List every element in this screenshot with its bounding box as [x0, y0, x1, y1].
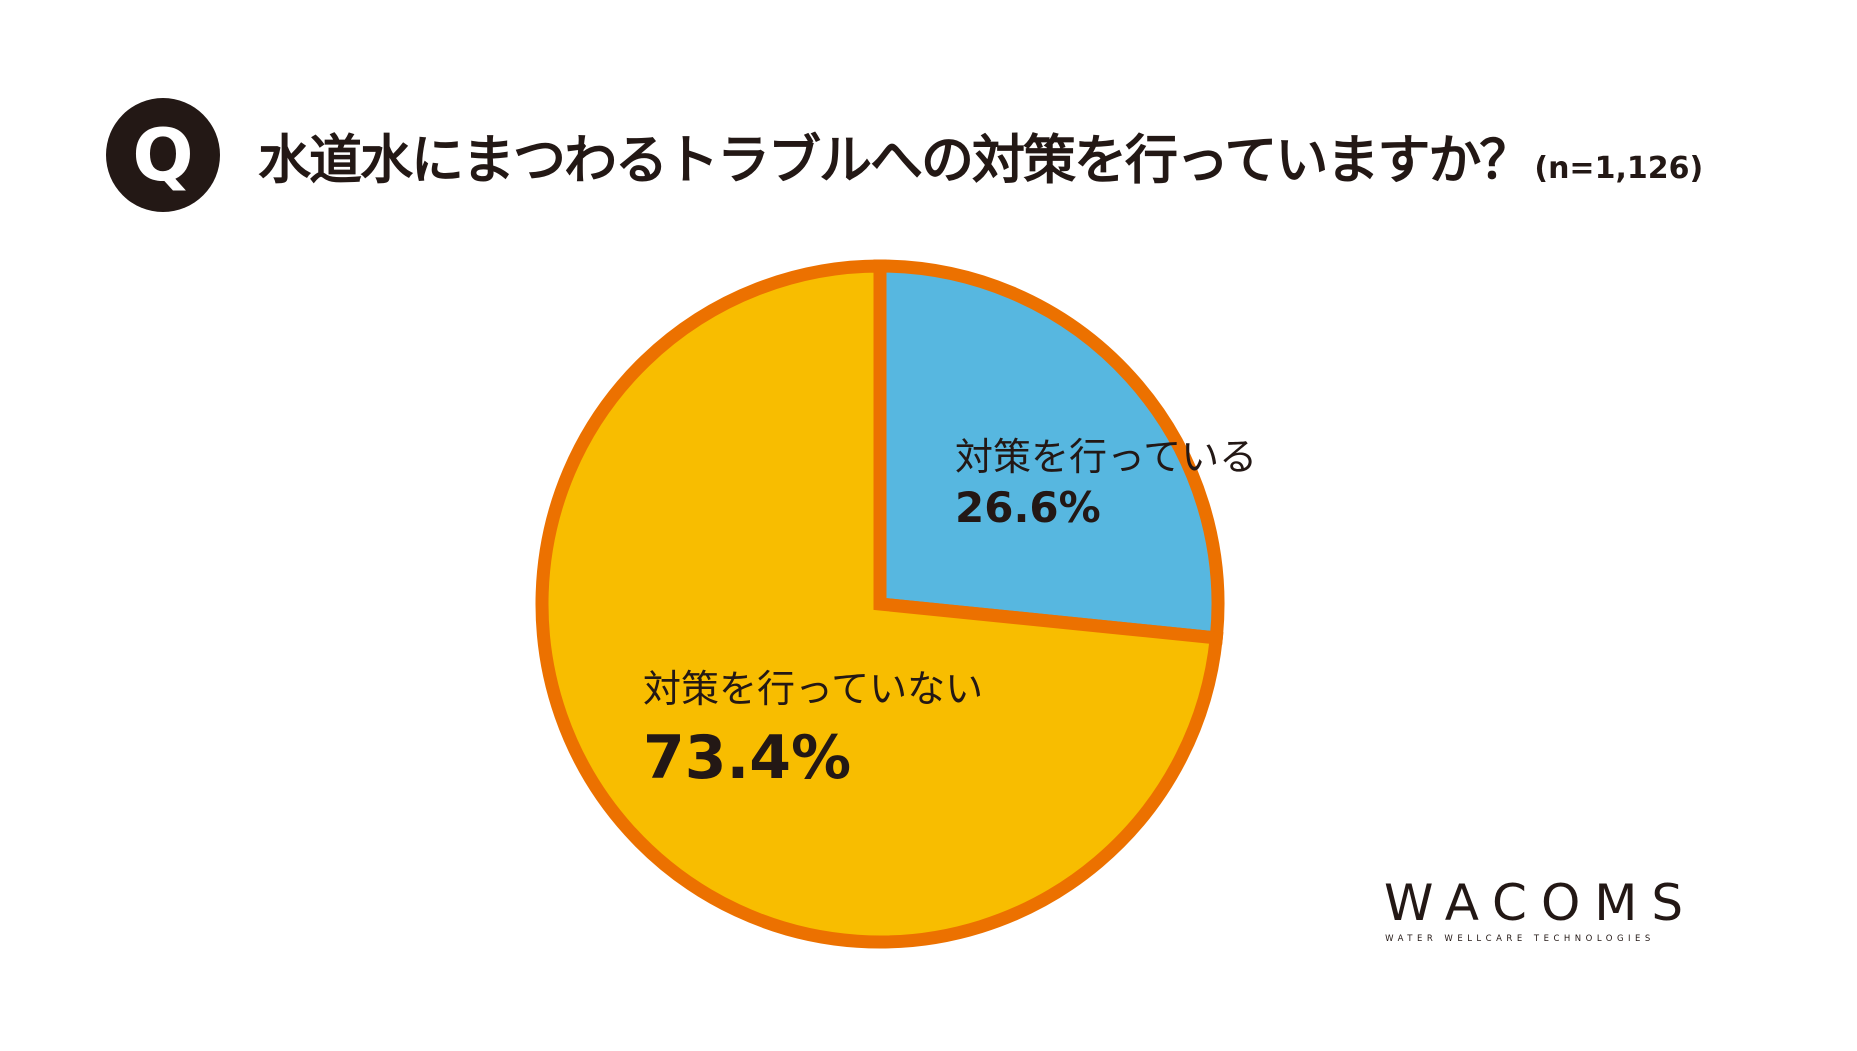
pie-slice-1 [873, 259, 1225, 646]
pie-slice-2 [535, 259, 1224, 949]
logo-tagline: WATER WELLCARE TECHNOLOGIES [1385, 934, 1655, 944]
slice-label-2: 対策を行っていない [643, 667, 983, 711]
question-badge: Q [106, 98, 220, 212]
slice-value-2: 73.4% [643, 723, 851, 793]
wacoms-logo: WACOMS WATER WELLCARE TECHNOLOGIES [1370, 874, 1698, 944]
sample-size: (n=1,126) [1534, 151, 1704, 186]
chart-title-row: 水道水にまつわるトラブルへの対策を行っていますか？ (n=1,126) [258, 118, 1703, 194]
chart-title: 水道水にまつわるトラブルへの対策を行っていますか？ [258, 130, 1532, 191]
slice-value-1: 26.6% [955, 483, 1101, 532]
slice-label-1: 対策を行っている [955, 435, 1257, 479]
logo-wordmark: WACOMS [1384, 874, 1698, 932]
